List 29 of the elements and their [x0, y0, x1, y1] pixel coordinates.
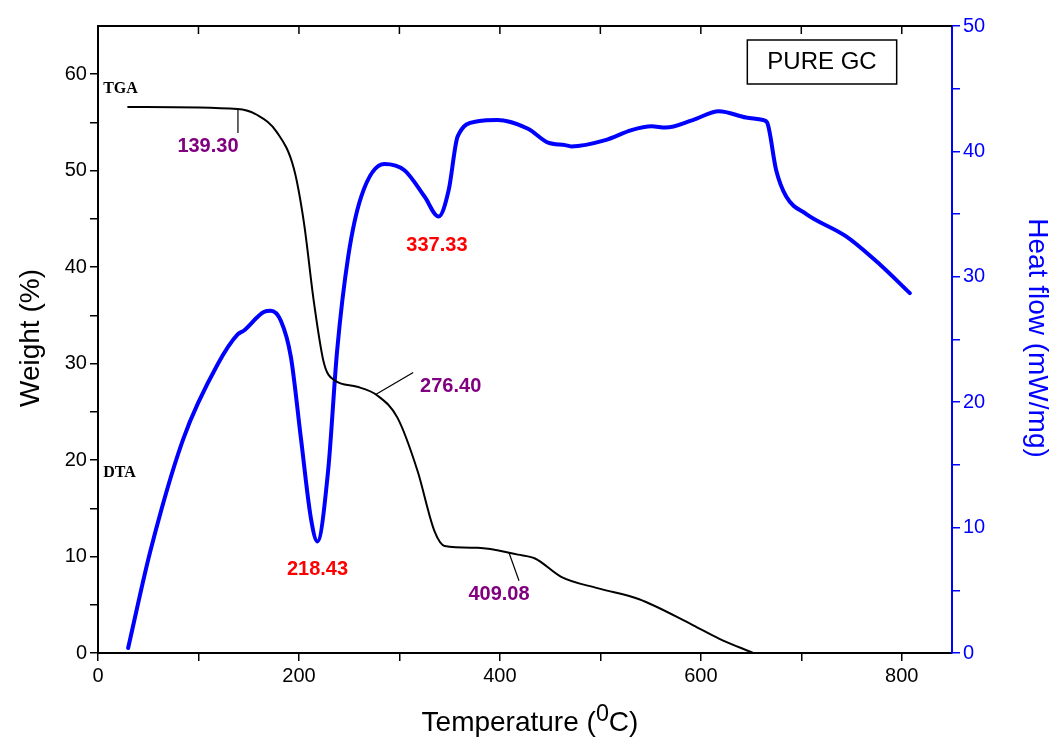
y-tick-label: 10 [64, 544, 87, 567]
y-tick-label: 50 [64, 158, 87, 181]
annotation: 218.43 [286, 556, 349, 579]
x-tick-label: 600 [684, 663, 718, 686]
text: PURE GC [767, 46, 877, 74]
y2-axis-title: Heat flow (mW/mg) [1022, 218, 1054, 458]
series-label: TGA [103, 79, 139, 97]
x-tick-label: 200 [282, 663, 316, 686]
y-axis-title: Weight (%) [14, 269, 46, 407]
y2-tick-label: 40 [963, 138, 986, 161]
x-tick-label: 800 [885, 663, 919, 686]
x-tick-label: 0 [92, 663, 104, 686]
y2-tick-label: 0 [963, 640, 975, 663]
y2-tick-label: 10 [963, 515, 986, 538]
annotation: 139.30 [177, 134, 239, 157]
annotation: 276.40 [420, 374, 482, 396]
annotation: 409.08 [468, 582, 530, 605]
y2-tick-label: 30 [963, 264, 986, 287]
y-tick-label: 20 [64, 447, 87, 470]
y-tick-label: 60 [64, 61, 87, 84]
x-axis-title: Temperature ($^{0}$C) [420, 699, 640, 738]
y-tick-label: 0 [75, 640, 87, 663]
text: DTA [103, 463, 137, 481]
y-tick-label: 30 [64, 351, 87, 374]
y-tick-label: 40 [64, 254, 87, 277]
annotation: 337.33 [406, 232, 468, 255]
x-tick-label: 400 [483, 663, 517, 686]
y2-tick-label: 50 [963, 13, 986, 36]
y2-tick-label: 20 [963, 389, 986, 412]
